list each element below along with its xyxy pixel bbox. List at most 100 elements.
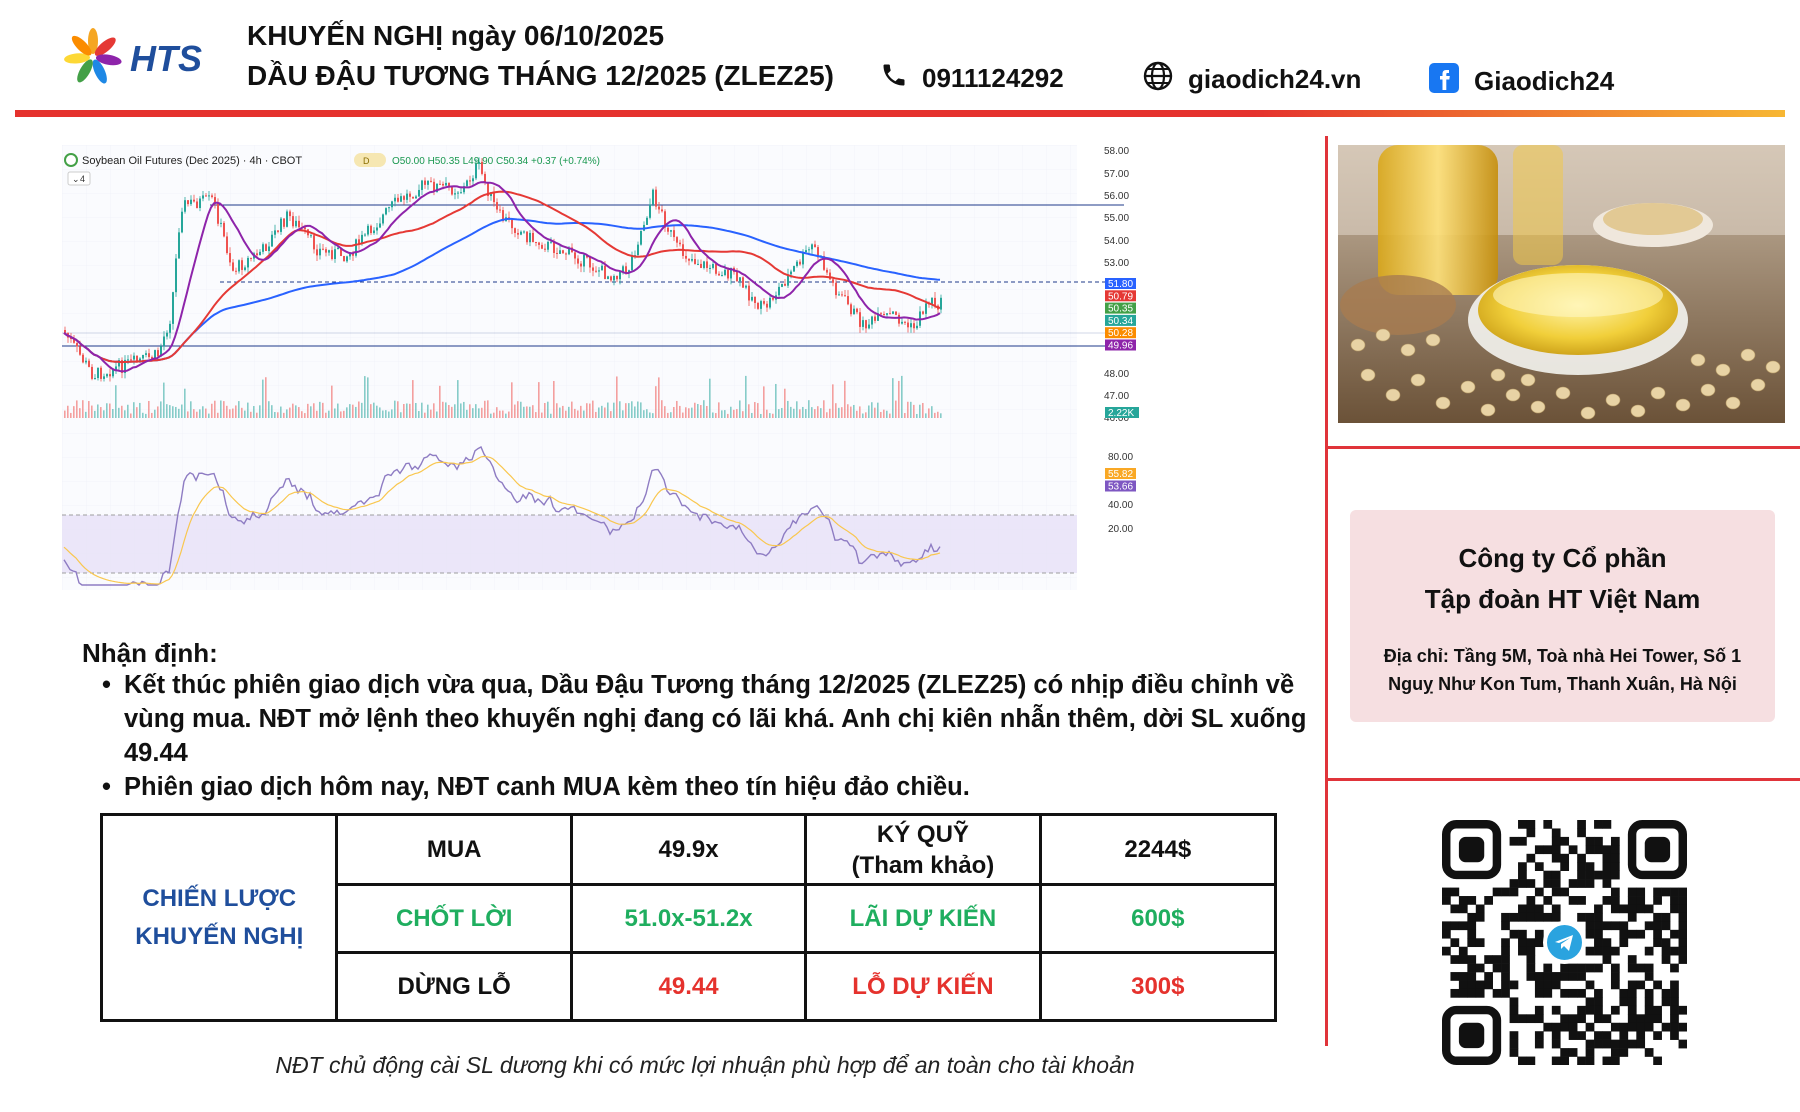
candle-body [931, 297, 933, 304]
qr-module [1501, 887, 1510, 897]
candle-body [685, 255, 687, 259]
candle-body [235, 270, 237, 272]
volume-bar [523, 406, 525, 418]
qr-module [1534, 887, 1544, 897]
qr-module [1610, 1022, 1620, 1032]
qr-module [1501, 938, 1510, 948]
soybean-shape [1765, 360, 1781, 374]
volume-bar [853, 404, 855, 418]
qr-module [1594, 929, 1603, 939]
qr-module [1509, 1039, 1519, 1049]
candle-body [70, 337, 72, 339]
qr-module [1501, 972, 1510, 981]
qr-module [1577, 988, 1586, 998]
qr-module [1467, 929, 1477, 939]
volume-bar [136, 407, 138, 418]
volume-bar [583, 410, 585, 418]
qr-module [1585, 1022, 1595, 1032]
volume-bar [469, 404, 471, 418]
soybean-shape [1740, 348, 1756, 362]
volume-bar [706, 405, 708, 418]
volume-bar [478, 408, 480, 418]
footer-note: NĐT chủ động cài SL dương khi có mức lợi… [275, 1052, 1135, 1078]
qr-module [1577, 828, 1586, 838]
volume-bar [250, 411, 252, 418]
volume-bar [382, 410, 384, 418]
candle-body [856, 308, 858, 313]
qr-module [1492, 887, 1502, 897]
volume-bar [289, 407, 291, 418]
candle-body [313, 235, 315, 250]
candle-body [217, 203, 219, 224]
rsi-line [63, 446, 941, 586]
facebook-contact[interactable]: Giaodich24 [1428, 62, 1614, 101]
volume-bar [208, 413, 210, 418]
qr-module [1678, 887, 1688, 897]
candle-body [358, 239, 360, 244]
volume-bar [721, 410, 723, 418]
qr-module [1534, 980, 1544, 990]
volume-bar [937, 411, 939, 418]
telegram-qr-code[interactable] [1441, 819, 1688, 1066]
price-label-tag [1105, 290, 1136, 302]
qr-module [1678, 1039, 1688, 1049]
volume-bar [751, 412, 753, 418]
qr-module [1644, 1048, 1654, 1057]
qr-module [1653, 912, 1662, 922]
candle-body [226, 236, 228, 254]
qr-module [1450, 988, 1460, 998]
volume-bar [733, 409, 735, 418]
volume-bar [133, 402, 135, 418]
qr-module [1560, 963, 1570, 973]
qr-module [1518, 870, 1527, 880]
qr-module [1484, 896, 1493, 905]
candle-body [142, 354, 144, 359]
price-axis-tick: 48.00 [1104, 369, 1129, 380]
qr-module [1653, 896, 1662, 905]
candle-body [442, 183, 444, 186]
volume-bar [271, 405, 273, 418]
volume-bar [364, 376, 366, 418]
candle-body [688, 258, 690, 261]
qr-module [1551, 912, 1561, 922]
chart-legend-count: 4 [80, 174, 85, 184]
qr-module [1594, 1014, 1603, 1024]
volume-bar [691, 407, 693, 418]
volume-bar [139, 402, 141, 418]
qr-module [1678, 921, 1688, 931]
candle-body [910, 323, 912, 328]
volume-bar [370, 404, 372, 418]
candle-body [79, 346, 81, 355]
candle-body [805, 250, 807, 253]
candle-body [679, 242, 681, 245]
qr-module [1568, 988, 1578, 998]
volume-bar [505, 413, 507, 418]
volume-bar [247, 402, 249, 418]
price-label-text: 50.79 [1108, 291, 1133, 302]
volume-bar [526, 406, 528, 418]
buy-value: 49.9x [569, 813, 808, 886]
qr-module [1534, 1014, 1544, 1024]
website-contact[interactable]: giaodich24.vn [1142, 60, 1361, 99]
qr-module [1619, 997, 1629, 1007]
qr-module [1467, 912, 1477, 922]
volume-bar [439, 385, 441, 418]
volume-bar [892, 378, 894, 418]
company-name-line1: Công ty Cổ phần [1458, 543, 1667, 573]
qr-module [1501, 921, 1510, 931]
qr-module [1450, 938, 1460, 948]
website-url: giaodich24.vn [1188, 64, 1362, 94]
qr-module [1560, 836, 1570, 846]
candle-body [673, 230, 675, 238]
qr-module [1602, 879, 1612, 888]
moving-average-line [63, 181, 941, 373]
candle-body [199, 198, 201, 209]
phone-contact[interactable]: 0911124292 [880, 60, 1064, 97]
qr-module [1585, 1048, 1595, 1057]
candle-body [244, 267, 246, 270]
qr-module [1627, 980, 1637, 990]
candle-body [364, 234, 366, 236]
candle-body [97, 367, 99, 379]
volume-bar [115, 385, 117, 418]
qr-module [1534, 972, 1544, 981]
